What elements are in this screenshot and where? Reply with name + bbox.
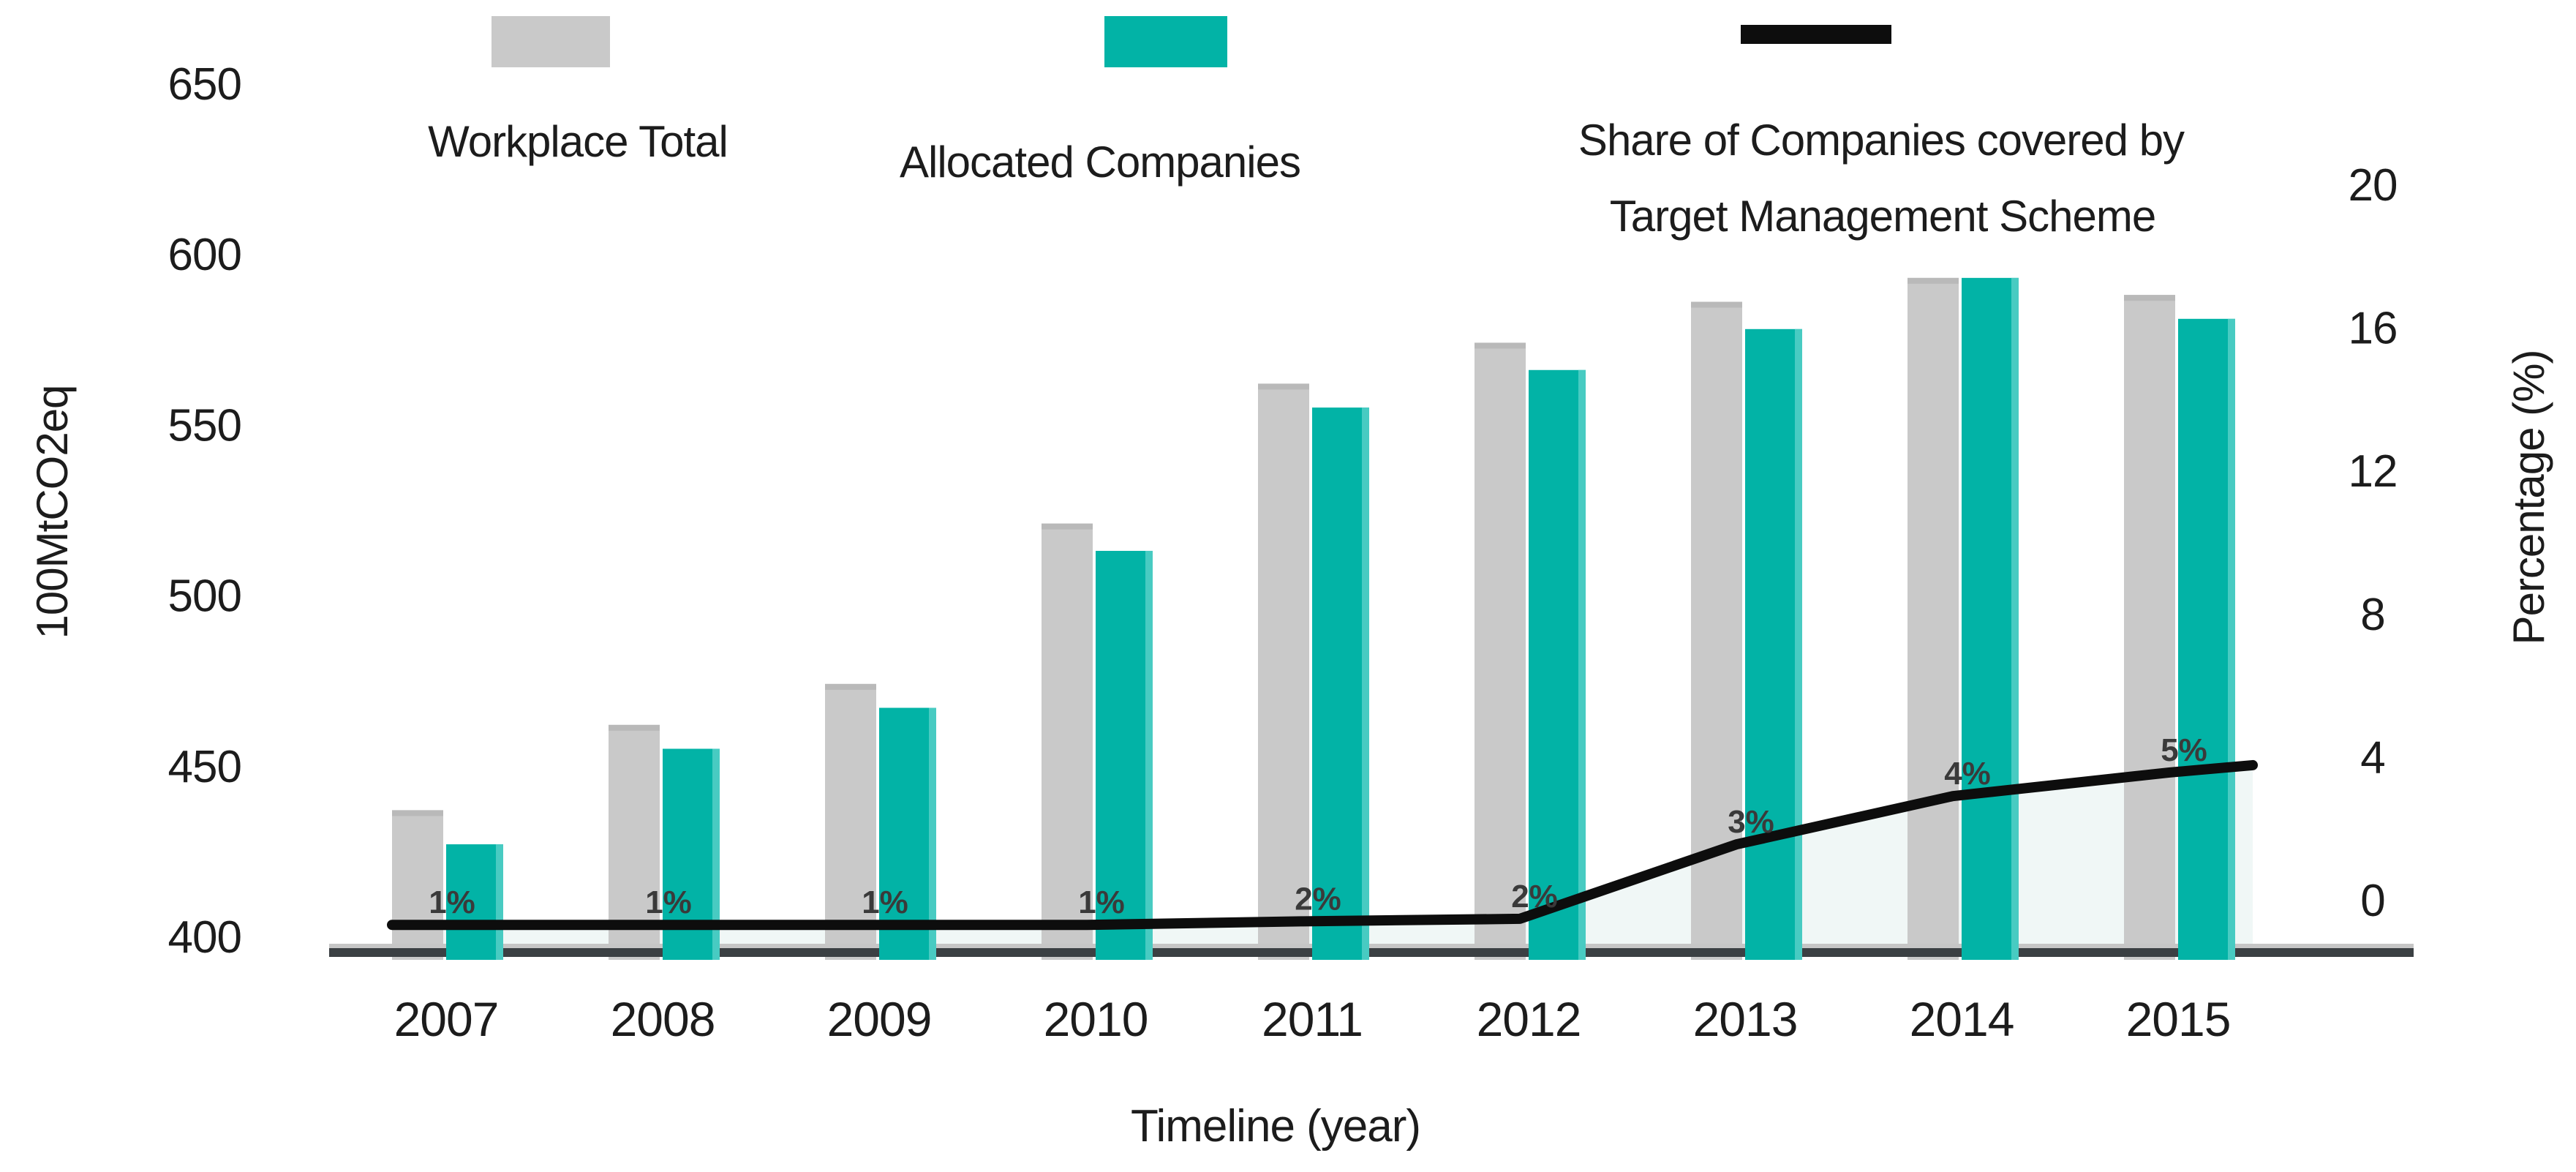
- bar-allocated-companies-edge-2011: [1362, 407, 1369, 960]
- right-axis-tick-4: 4: [2360, 732, 2384, 783]
- bar-allocated-companies-2011: [1312, 407, 1369, 960]
- bar-workplace-total-top-edge-2008: [609, 724, 660, 731]
- share-line-layer: [387, 759, 2258, 931]
- bar-allocated-companies-edge-2009: [929, 707, 936, 960]
- line-point-label-2013: 3%: [1728, 804, 1774, 840]
- legend-label-share-line-1: Share of Companies covered by: [1578, 116, 2185, 165]
- bar-workplace-total-top-edge-2010: [1042, 523, 1093, 530]
- line-point-label-2015: 5%: [2161, 732, 2207, 768]
- bar-workplace-total-top-edge-2012: [1475, 342, 1526, 349]
- right-axis-tick-8: 8: [2360, 590, 2384, 640]
- share-of-companies-line: [387, 759, 2258, 931]
- right-axis-tick-12: 12: [2349, 446, 2398, 497]
- axis-ticks-layer: 650 600 550 500 450 400 20 16 12 8 4 0 2007 2008 2009 2…: [168, 59, 2398, 1046]
- bar-allocated-companies-edge-2008: [712, 748, 720, 960]
- bar-workplace-total-top-edge-2013: [1691, 301, 1742, 308]
- left-axis-tick-600: 600: [168, 230, 241, 280]
- right-axis-tick-20: 20: [2349, 160, 2398, 211]
- bar-allocated-companies-2015: [2178, 318, 2235, 960]
- legend: Workplace Total Allocated Companies Shar…: [428, 16, 2185, 241]
- bar-allocated-companies-edge-2014: [2011, 277, 2019, 960]
- line-point-label-2007: 1%: [429, 884, 475, 920]
- x-axis-label-2013: 2013: [1693, 992, 1798, 1046]
- legend-label-allocated-companies: Allocated Companies: [900, 138, 1300, 187]
- x-axis-label-2012: 2012: [1477, 992, 1581, 1046]
- left-axis-tick-550: 550: [168, 400, 241, 451]
- bar-allocated-companies-2014: [1962, 277, 2019, 960]
- legend-swatch-allocated-companies: [1104, 16, 1227, 67]
- x-axis-line-layer: [329, 944, 2414, 957]
- bar-workplace-total-top-edge-2007: [392, 810, 443, 816]
- left-axis-tick-650: 650: [168, 59, 241, 110]
- legend-label-share-line-2: Target Management Scheme: [1610, 192, 2155, 241]
- bar-allocated-companies-edge-2010: [1145, 550, 1153, 960]
- x-axis-line-light: [329, 944, 2414, 948]
- line-point-label-2008: 1%: [645, 884, 692, 920]
- line-point-label-2009: 1%: [862, 884, 908, 920]
- bar-workplace-total-2014: [1907, 277, 1959, 960]
- x-axis-line: [329, 948, 2414, 957]
- legend-swatch-share-line: [1741, 25, 1891, 44]
- line-point-labels-layer: 1% 1% 1% 1% 2% 2% 3% 4% 5%: [429, 732, 2207, 920]
- x-axis-label-2015: 2015: [2126, 992, 2231, 1046]
- bar-allocated-companies-edge-2012: [1578, 369, 1586, 960]
- bar-allocated-companies-2010: [1096, 550, 1153, 960]
- x-axis-label-2009: 2009: [827, 992, 932, 1046]
- bar-workplace-total-2007: [392, 810, 443, 960]
- bar-allocated-companies-2009: [879, 707, 936, 960]
- bar-workplace-total-2010: [1042, 523, 1093, 960]
- right-axis-title: Percentage (%): [2504, 350, 2553, 645]
- bar-allocated-companies-2013: [1745, 328, 1802, 961]
- right-axis-tick-0: 0: [2360, 876, 2384, 926]
- bar-workplace-total-top-edge-2014: [1907, 277, 1959, 284]
- x-axis-title: Timeline (year): [1131, 1101, 1420, 1152]
- x-axis-label-2007: 2007: [394, 992, 499, 1046]
- bar-allocated-companies-edge-2015: [2228, 318, 2235, 960]
- bar-workplace-total-2009: [825, 683, 876, 960]
- workplace-total-bars-layer: [392, 277, 2175, 961]
- line-point-label-2010: 1%: [1078, 884, 1125, 920]
- bar-workplace-total-2015: [2124, 295, 2175, 961]
- bar-allocated-companies-2007: [446, 844, 503, 960]
- bar-workplace-total-top-edge-2009: [825, 683, 876, 690]
- line-point-label-2014: 4%: [1944, 756, 1991, 792]
- left-axis-tick-500: 500: [168, 571, 241, 622]
- allocated-companies-bars-layer: [446, 277, 2235, 961]
- left-axis-tick-400: 400: [168, 912, 241, 963]
- bar-allocated-companies-2012: [1529, 369, 1586, 960]
- line-point-label-2011: 2%: [1295, 881, 1341, 917]
- legend-label-workplace-total: Workplace Total: [428, 117, 728, 166]
- bar-workplace-total-top-edge-2011: [1258, 383, 1309, 390]
- legend-swatch-workplace-total: [492, 16, 610, 67]
- left-axis-title: 100MtCO2eq: [28, 386, 77, 639]
- line-point-label-2012: 2%: [1511, 879, 1558, 914]
- x-axis-label-2010: 2010: [1044, 992, 1148, 1046]
- bar-allocated-companies-edge-2007: [496, 844, 503, 960]
- bar-workplace-total-2012: [1475, 342, 1526, 960]
- x-axis-label-2011: 2011: [1262, 992, 1363, 1046]
- bar-workplace-total-2011: [1258, 383, 1309, 960]
- bar-allocated-companies-edge-2013: [1795, 328, 1802, 961]
- right-axis-tick-16: 16: [2349, 304, 2398, 354]
- left-axis-tick-450: 450: [168, 742, 241, 792]
- x-axis-label-2008: 2008: [611, 992, 715, 1046]
- x-axis-label-2014: 2014: [1910, 992, 2014, 1046]
- bar-workplace-total-top-edge-2015: [2124, 295, 2175, 301]
